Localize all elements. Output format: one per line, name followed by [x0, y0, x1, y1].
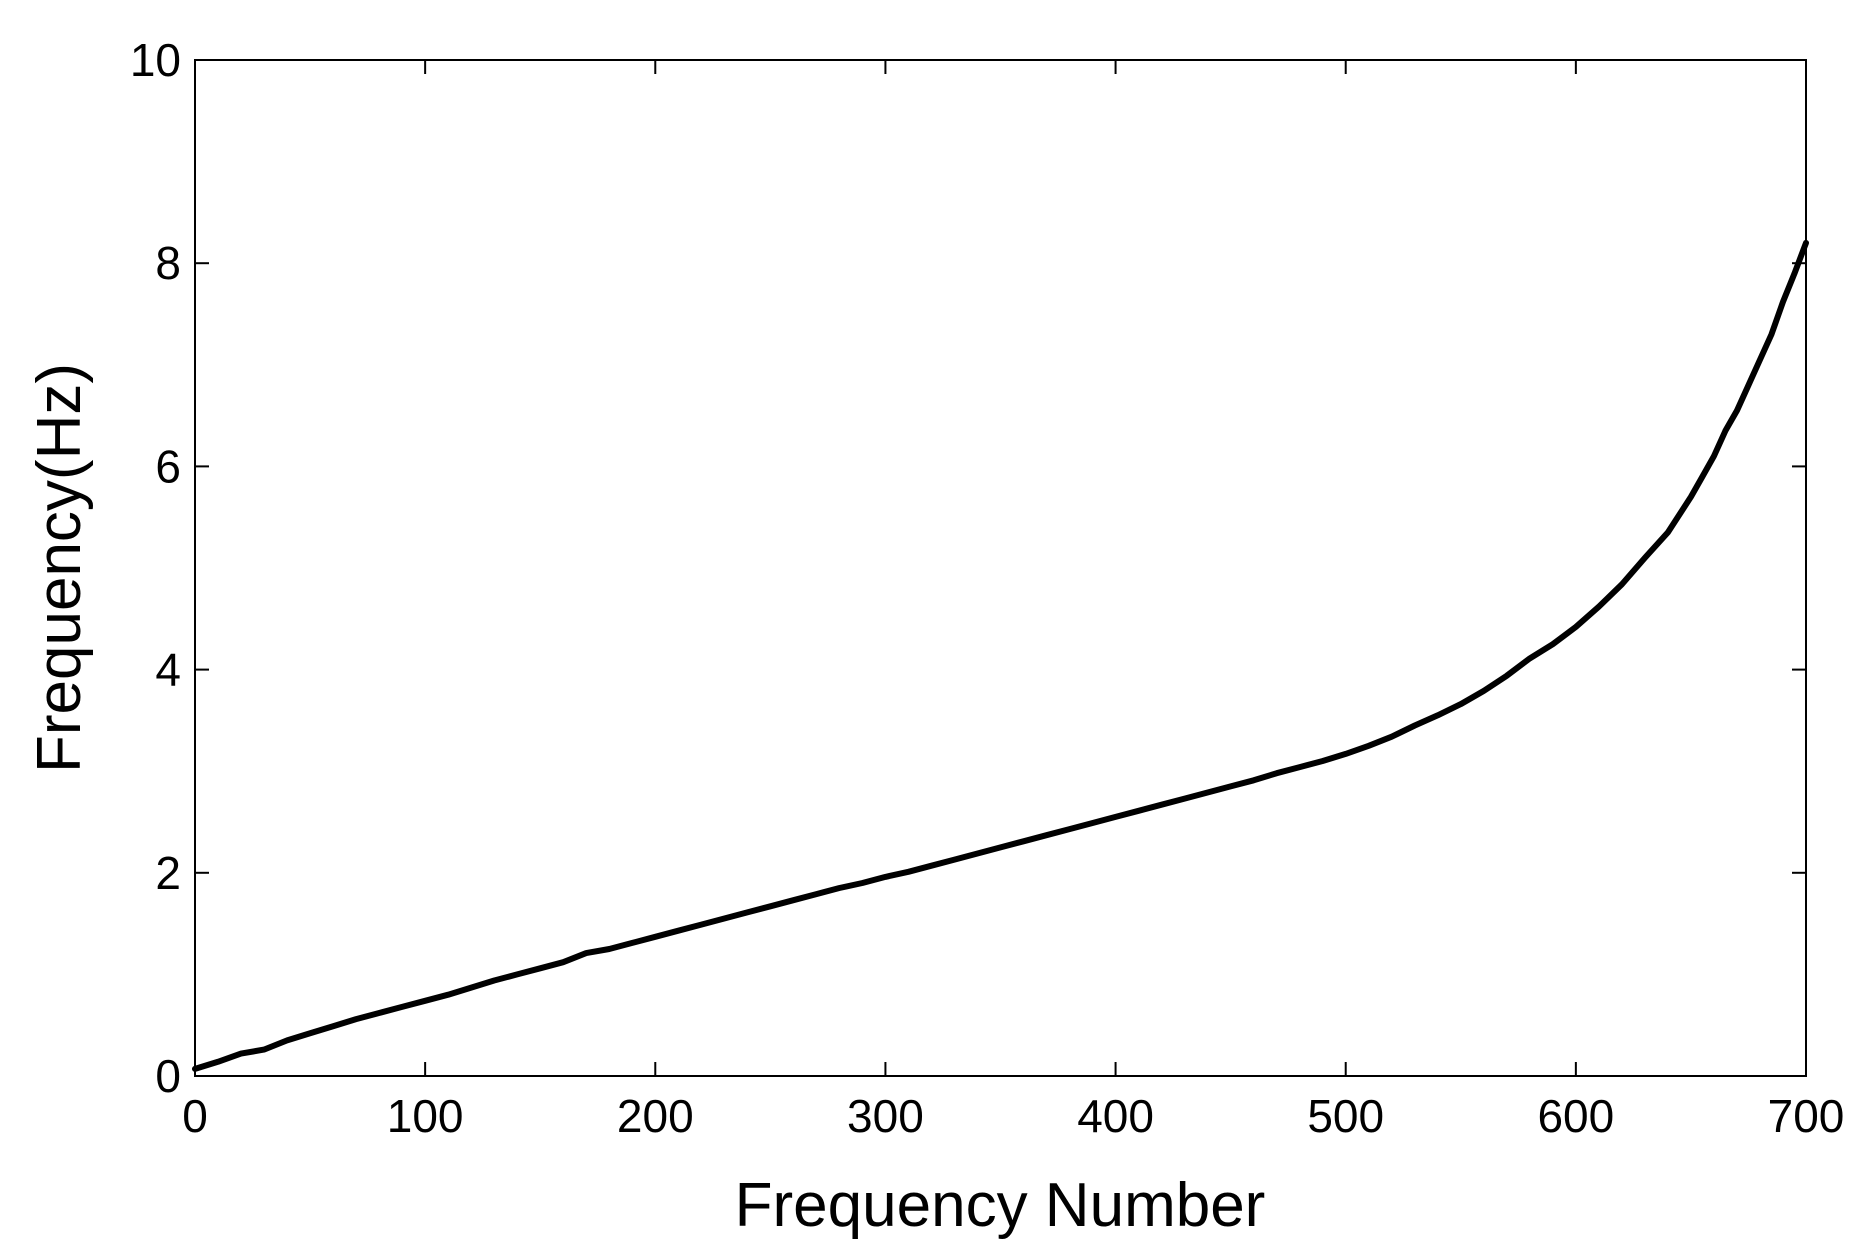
- x-axis-title: Frequency Number: [735, 1171, 1266, 1240]
- plot-area: [194, 59, 1807, 1077]
- y-tick-label: 4: [155, 644, 181, 696]
- x-tick-label: 300: [847, 1090, 924, 1142]
- y-axis-title: Frequency(Hz): [25, 363, 94, 773]
- x-axis-ticks: 0 100 200 300 400 500 600 700: [182, 60, 1844, 1142]
- x-tick-label: 400: [1077, 1090, 1154, 1142]
- y-tick-label: 6: [155, 440, 181, 492]
- x-tick-label: 0: [182, 1090, 208, 1142]
- x-tick-label: 600: [1537, 1090, 1614, 1142]
- x-tick-label: 700: [1768, 1090, 1845, 1142]
- x-tick-label: 100: [387, 1090, 464, 1142]
- x-tick-label: 500: [1307, 1090, 1384, 1142]
- y-tick-label: 10: [130, 34, 181, 86]
- y-tick-label: 0: [155, 1050, 181, 1102]
- y-tick-label: 2: [155, 847, 181, 899]
- x-tick-label: 200: [617, 1090, 694, 1142]
- y-axis-ticks: 0 2 4 6 8 10: [130, 34, 1806, 1102]
- y-tick-label: 8: [155, 237, 181, 289]
- series-line: [192, 239, 1809, 1072]
